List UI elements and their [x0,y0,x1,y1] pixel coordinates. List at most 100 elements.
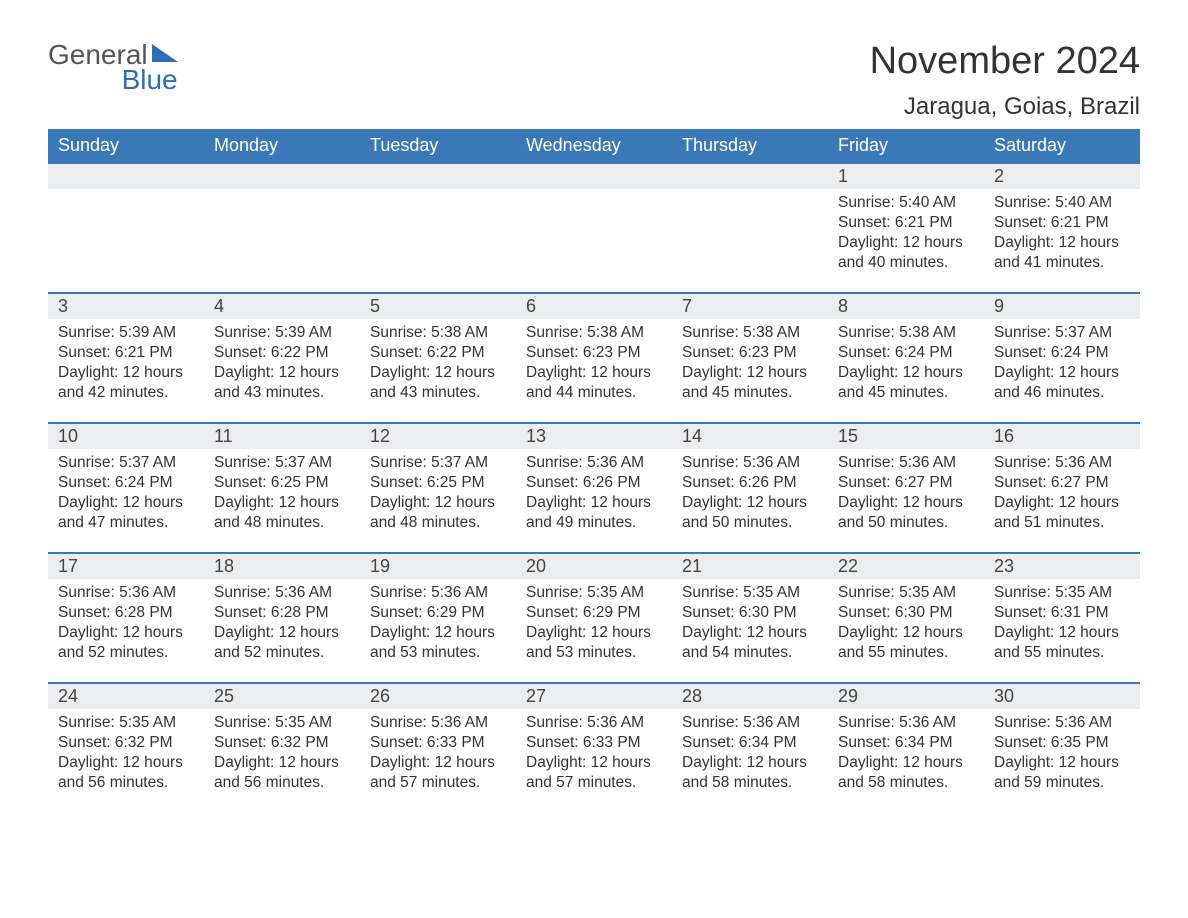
day-number: 3 [48,294,204,319]
day-cell: 2Sunrise: 5:40 AMSunset: 6:21 PMDaylight… [984,163,1140,293]
day-number: 25 [204,684,360,709]
day-sunset: Sunset: 6:24 PM [838,343,974,363]
day-body: Sunrise: 5:39 AMSunset: 6:21 PMDaylight:… [48,319,204,414]
day-number: 26 [360,684,516,709]
day-daylight: Daylight: 12 hours and 54 minutes. [682,623,818,663]
day-daylight: Daylight: 12 hours and 57 minutes. [526,753,662,793]
day-sunrise: Sunrise: 5:38 AM [838,323,974,343]
week-row: 17Sunrise: 5:36 AMSunset: 6:28 PMDayligh… [48,553,1140,683]
day-number: 19 [360,554,516,579]
day-number: 30 [984,684,1140,709]
day-sunrise: Sunrise: 5:37 AM [994,323,1130,343]
day-number: 22 [828,554,984,579]
day-daylight: Daylight: 12 hours and 52 minutes. [214,623,350,663]
day-body: Sunrise: 5:36 AMSunset: 6:34 PMDaylight:… [828,709,984,804]
day-cell: 19Sunrise: 5:36 AMSunset: 6:29 PMDayligh… [360,553,516,683]
day-number: 13 [516,424,672,449]
day-sunset: Sunset: 6:21 PM [58,343,194,363]
day-sunrise: Sunrise: 5:36 AM [994,453,1130,473]
day-daylight: Daylight: 12 hours and 57 minutes. [370,753,506,793]
day-cell: 5Sunrise: 5:38 AMSunset: 6:22 PMDaylight… [360,293,516,423]
day-body: Sunrise: 5:37 AMSunset: 6:24 PMDaylight:… [984,319,1140,414]
day-sunrise: Sunrise: 5:38 AM [370,323,506,343]
day-number: 9 [984,294,1140,319]
day-daylight: Daylight: 12 hours and 49 minutes. [526,493,662,533]
day-body: Sunrise: 5:35 AMSunset: 6:31 PMDaylight:… [984,579,1140,674]
day-sunrise: Sunrise: 5:40 AM [838,193,974,213]
day-number: 1 [828,164,984,189]
day-sunset: Sunset: 6:27 PM [838,473,974,493]
day-cell [360,163,516,293]
day-cell: 23Sunrise: 5:35 AMSunset: 6:31 PMDayligh… [984,553,1140,683]
day-body: Sunrise: 5:36 AMSunset: 6:35 PMDaylight:… [984,709,1140,804]
day-sunset: Sunset: 6:29 PM [370,603,506,623]
day-number [672,164,828,189]
day-sunset: Sunset: 6:21 PM [994,213,1130,233]
day-cell: 4Sunrise: 5:39 AMSunset: 6:22 PMDaylight… [204,293,360,423]
day-number: 15 [828,424,984,449]
day-sunrise: Sunrise: 5:37 AM [370,453,506,473]
calendar-table: Sunday Monday Tuesday Wednesday Thursday… [48,129,1140,813]
day-cell: 15Sunrise: 5:36 AMSunset: 6:27 PMDayligh… [828,423,984,553]
day-cell: 24Sunrise: 5:35 AMSunset: 6:32 PMDayligh… [48,683,204,813]
day-daylight: Daylight: 12 hours and 53 minutes. [526,623,662,663]
day-body: Sunrise: 5:38 AMSunset: 6:23 PMDaylight:… [672,319,828,414]
day-daylight: Daylight: 12 hours and 48 minutes. [370,493,506,533]
day-body: Sunrise: 5:38 AMSunset: 6:24 PMDaylight:… [828,319,984,414]
day-number: 4 [204,294,360,319]
day-sunset: Sunset: 6:24 PM [994,343,1130,363]
day-cell [672,163,828,293]
day-cell: 22Sunrise: 5:35 AMSunset: 6:30 PMDayligh… [828,553,984,683]
day-sunset: Sunset: 6:32 PM [214,733,350,753]
day-daylight: Daylight: 12 hours and 58 minutes. [838,753,974,793]
col-sunday: Sunday [48,129,204,163]
day-sunset: Sunset: 6:33 PM [526,733,662,753]
day-number [516,164,672,189]
day-daylight: Daylight: 12 hours and 56 minutes. [58,753,194,793]
month-title: November 2024 [870,40,1140,83]
logo: General Blue [48,40,178,95]
day-cell: 6Sunrise: 5:38 AMSunset: 6:23 PMDaylight… [516,293,672,423]
day-sunset: Sunset: 6:23 PM [682,343,818,363]
logo-triangle-icon [152,44,178,62]
day-sunrise: Sunrise: 5:36 AM [838,713,974,733]
day-cell: 29Sunrise: 5:36 AMSunset: 6:34 PMDayligh… [828,683,984,813]
col-saturday: Saturday [984,129,1140,163]
day-number: 12 [360,424,516,449]
day-sunset: Sunset: 6:22 PM [214,343,350,363]
day-sunset: Sunset: 6:24 PM [58,473,194,493]
day-daylight: Daylight: 12 hours and 48 minutes. [214,493,350,533]
day-sunrise: Sunrise: 5:35 AM [838,583,974,603]
day-daylight: Daylight: 12 hours and 55 minutes. [838,623,974,663]
day-sunset: Sunset: 6:22 PM [370,343,506,363]
day-sunrise: Sunrise: 5:40 AM [994,193,1130,213]
day-sunset: Sunset: 6:28 PM [214,603,350,623]
day-cell: 20Sunrise: 5:35 AMSunset: 6:29 PMDayligh… [516,553,672,683]
day-number: 28 [672,684,828,709]
day-number [48,164,204,189]
day-cell [204,163,360,293]
day-body: Sunrise: 5:37 AMSunset: 6:25 PMDaylight:… [204,449,360,544]
day-sunset: Sunset: 6:31 PM [994,603,1130,623]
day-sunrise: Sunrise: 5:39 AM [214,323,350,343]
day-body: Sunrise: 5:39 AMSunset: 6:22 PMDaylight:… [204,319,360,414]
day-body: Sunrise: 5:35 AMSunset: 6:30 PMDaylight:… [672,579,828,674]
day-sunrise: Sunrise: 5:38 AM [682,323,818,343]
day-sunset: Sunset: 6:28 PM [58,603,194,623]
day-body: Sunrise: 5:36 AMSunset: 6:33 PMDaylight:… [516,709,672,804]
day-sunrise: Sunrise: 5:36 AM [526,713,662,733]
day-sunrise: Sunrise: 5:37 AM [214,453,350,473]
calendar-body: 1Sunrise: 5:40 AMSunset: 6:21 PMDaylight… [48,163,1140,813]
day-daylight: Daylight: 12 hours and 41 minutes. [994,233,1130,273]
day-body: Sunrise: 5:40 AMSunset: 6:21 PMDaylight:… [828,189,984,284]
day-sunset: Sunset: 6:34 PM [838,733,974,753]
day-number: 21 [672,554,828,579]
day-number: 23 [984,554,1140,579]
day-daylight: Daylight: 12 hours and 45 minutes. [682,363,818,403]
week-row: 24Sunrise: 5:35 AMSunset: 6:32 PMDayligh… [48,683,1140,813]
day-body: Sunrise: 5:40 AMSunset: 6:21 PMDaylight:… [984,189,1140,284]
day-sunrise: Sunrise: 5:36 AM [370,583,506,603]
day-sunrise: Sunrise: 5:36 AM [370,713,506,733]
day-cell: 9Sunrise: 5:37 AMSunset: 6:24 PMDaylight… [984,293,1140,423]
day-daylight: Daylight: 12 hours and 42 minutes. [58,363,194,403]
